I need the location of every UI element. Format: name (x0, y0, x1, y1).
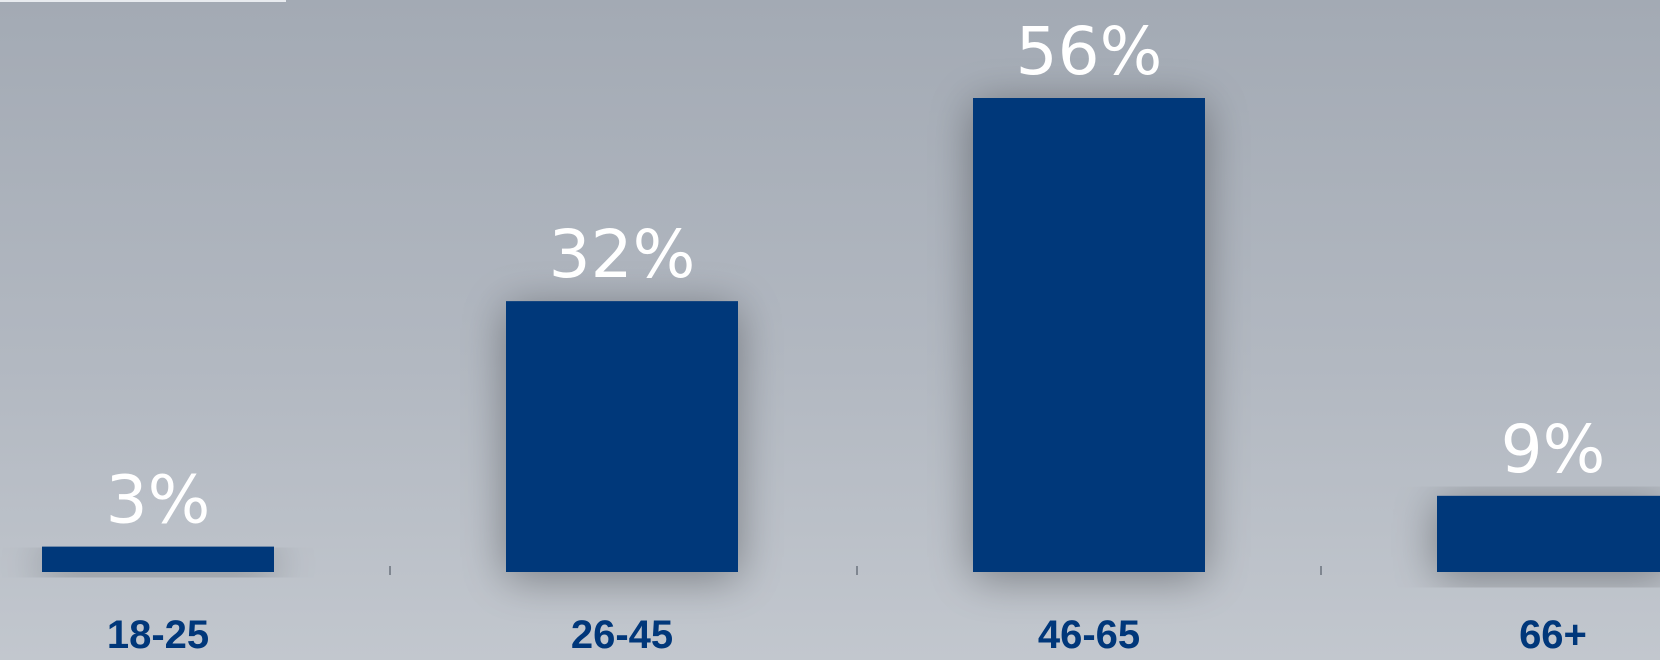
category-label: 18-25 (107, 613, 209, 657)
bar-46-65 (973, 98, 1205, 572)
category-label: 26-45 (571, 613, 673, 657)
value-label: 3% (106, 462, 211, 539)
value-label: 56% (1016, 13, 1163, 90)
bar-18-25 (42, 546, 274, 572)
bar-66+ (1437, 495, 1660, 572)
top-left-frame-edge (0, 0, 286, 2)
value-label: 9% (1501, 411, 1606, 488)
category-label: 46-65 (1038, 613, 1140, 657)
category-label: 66+ (1519, 613, 1587, 657)
bar-26-45 (506, 301, 738, 572)
value-label: 32% (549, 216, 696, 293)
